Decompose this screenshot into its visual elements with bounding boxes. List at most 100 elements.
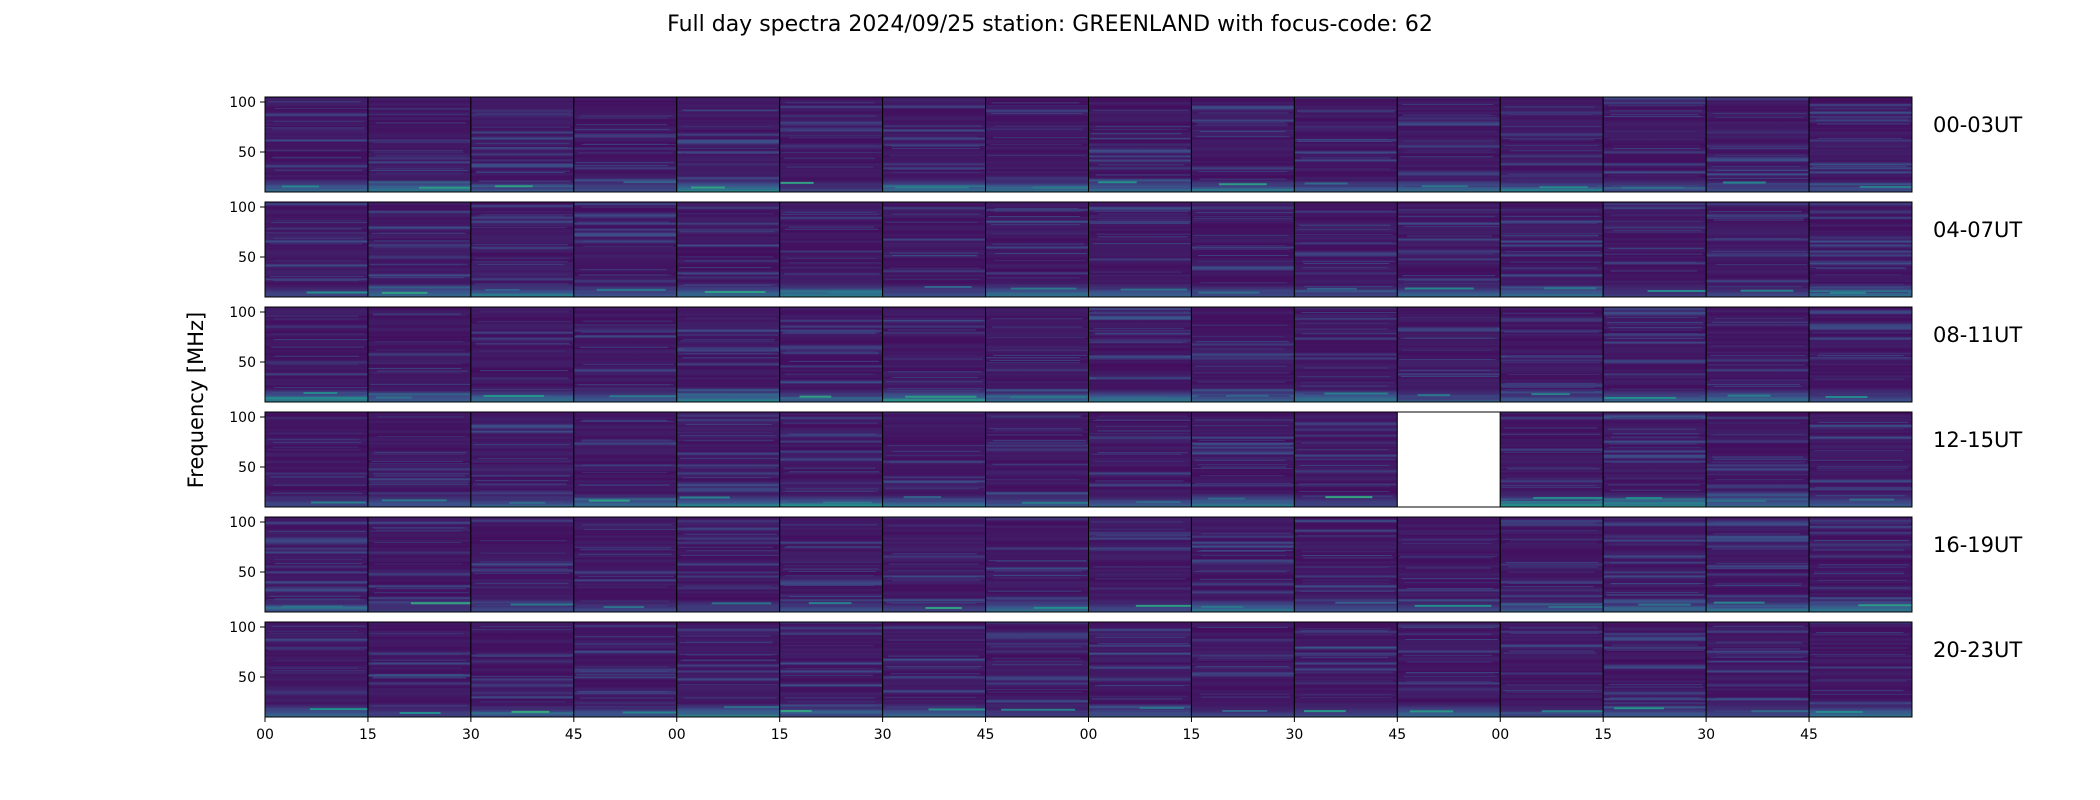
spectrum-image <box>573 307 677 402</box>
spectrum-panel <box>573 96 678 193</box>
spectrum-panel <box>985 96 1089 193</box>
spectrum-panel <box>470 96 575 193</box>
spectrum-image <box>985 412 1089 507</box>
spectrum-panel <box>676 621 781 718</box>
spectrum-panel <box>1293 411 1398 508</box>
spectrum-image <box>882 97 986 192</box>
spectrum-panel <box>1705 201 1810 298</box>
spectrum-panel <box>264 96 369 193</box>
spectrum-image <box>676 517 780 612</box>
spectrum-image <box>1294 517 1398 612</box>
spectrum-panel <box>367 96 472 193</box>
spectrum-panel <box>882 516 987 613</box>
spectrum-panel <box>1499 306 1604 403</box>
x-tick-label: 30 <box>1697 727 1715 743</box>
spectrum-image <box>1603 202 1707 297</box>
spectrum-image <box>1088 97 1192 192</box>
spectrum-image <box>676 622 780 717</box>
spectrum-panel <box>470 411 575 508</box>
spectrum-panel <box>1088 516 1192 613</box>
spectrum-panel <box>1499 411 1604 508</box>
x-tick-label: 15 <box>1594 727 1612 743</box>
x-tick-label: 45 <box>1388 727 1406 743</box>
spectrum-panel <box>779 516 884 613</box>
spectrum-panel <box>264 411 369 508</box>
spectrum-panel <box>1705 411 1810 508</box>
spectrum-panel <box>1808 516 1913 613</box>
spectrum-image <box>1191 412 1295 507</box>
y-tick-label: 50 <box>238 565 256 581</box>
spectrum-image <box>1500 517 1604 612</box>
spectrum-image <box>779 97 883 192</box>
spectrum-panel <box>985 621 1089 718</box>
spectrum-panel <box>1705 516 1810 613</box>
spectrum-panel <box>985 516 1089 613</box>
x-tick-label: 15 <box>771 727 789 743</box>
spectrum-panel <box>882 96 987 193</box>
panel-border <box>1808 96 1913 193</box>
spectrum-image <box>1191 97 1295 192</box>
spectrum-panel <box>367 306 472 403</box>
spectrum-panel <box>1190 306 1295 403</box>
spectrum-image <box>367 97 471 192</box>
spectrum-panel <box>779 201 884 298</box>
spectrum-panel <box>264 621 369 718</box>
panel-border <box>1808 306 1913 403</box>
spectra-row-00-03UT <box>264 96 1913 193</box>
spectrum-image <box>676 97 780 192</box>
spectrum-panel <box>1293 201 1398 298</box>
spectrum-image <box>676 202 780 297</box>
spectrum-image <box>470 307 574 402</box>
spectrum-image <box>573 622 677 717</box>
spectrum-image <box>1500 307 1604 402</box>
spectrum-image <box>1706 622 1810 717</box>
spectrum-panel <box>779 96 884 193</box>
spectrum-image <box>882 202 986 297</box>
spectrum-panel <box>367 411 472 508</box>
spectrum-panel <box>1190 516 1295 613</box>
spectrum-image <box>1603 307 1707 402</box>
spectrum-image <box>1088 307 1192 402</box>
spectrum-panel <box>1396 201 1501 298</box>
y-tick-label: 50 <box>238 355 256 371</box>
spectrum-panel <box>779 621 884 718</box>
spectrum-image <box>470 97 574 192</box>
spectrum-image <box>1500 412 1604 507</box>
panel-border <box>1808 516 1913 613</box>
spectrum-panel <box>1602 96 1707 193</box>
spectrum-panel <box>1293 516 1398 613</box>
spectrum-image <box>1397 97 1501 192</box>
spectrum-image <box>367 622 471 717</box>
spectrum-image <box>1500 97 1604 192</box>
y-tick-label: 100 <box>229 200 256 216</box>
spectrum-image <box>1706 517 1810 612</box>
spectrum-image <box>573 517 677 612</box>
spectrum-image <box>265 307 368 402</box>
spectrum-panel <box>470 516 575 613</box>
spectrum-image <box>985 307 1089 402</box>
spectrum-image <box>1397 307 1501 402</box>
spectrum-panel <box>1293 621 1398 718</box>
spectrum-image <box>1294 622 1398 717</box>
spectrum-panel <box>882 621 987 718</box>
y-tick-label: 100 <box>229 515 256 531</box>
spectrum-panel <box>882 306 987 403</box>
spectrum-panel <box>1808 306 1913 403</box>
spectrum-image <box>367 307 471 402</box>
spectrum-image <box>265 202 368 297</box>
spectrum-image <box>1294 307 1398 402</box>
x-tick-label: 00 <box>256 727 274 743</box>
x-tick-label: 15 <box>1183 727 1201 743</box>
x-tick-label: 45 <box>565 727 583 743</box>
empty-panel-area <box>1396 411 1501 508</box>
spectrum-panel <box>1396 621 1501 718</box>
spectrum-panel <box>1808 621 1913 718</box>
y-tick-label: 100 <box>229 95 256 111</box>
spectrum-image <box>1809 307 1912 402</box>
spectrum-panel <box>1396 96 1501 193</box>
spectrum-image <box>1809 97 1912 192</box>
spectrum-panel <box>1808 411 1913 508</box>
spectrum-image <box>882 412 986 507</box>
spectrum-image <box>1603 412 1707 507</box>
spectrum-panel <box>1293 306 1398 403</box>
